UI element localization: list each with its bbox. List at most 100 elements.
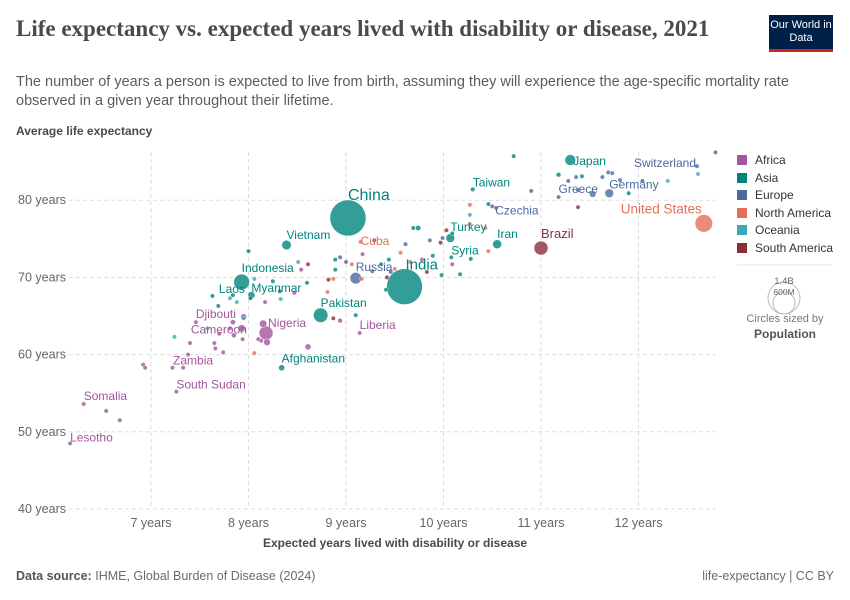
data-point[interactable] [626,190,632,196]
data-point-vietnam[interactable] [281,240,292,250]
data-point[interactable] [326,277,331,283]
data-point-pakistan[interactable] [313,307,329,323]
data-point[interactable] [388,269,394,275]
data-source-text[interactable]: IHME, Global Burden of Disease (2024) [95,569,316,583]
data-point-china[interactable] [329,199,367,237]
data-point-cameroon[interactable] [231,332,237,338]
data-point[interactable] [291,290,297,296]
data-point[interactable] [444,227,449,233]
data-point[interactable] [573,174,579,180]
data-point[interactable] [295,259,301,265]
data-point[interactable] [230,319,236,325]
data-point[interactable] [439,272,444,278]
data-point[interactable] [565,178,571,184]
data-point[interactable] [695,171,701,177]
data-point[interactable] [467,212,473,218]
data-point[interactable] [248,295,253,301]
data-point[interactable] [430,253,436,259]
data-point-liberia[interactable] [357,330,363,336]
legend-item-europe[interactable]: Europe [737,188,794,202]
data-point[interactable] [343,259,349,265]
data-point[interactable] [589,190,597,198]
data-point[interactable] [332,267,338,273]
data-point[interactable] [511,153,517,159]
data-point[interactable] [251,276,257,282]
legend-item-asia[interactable]: Asia [737,171,778,185]
data-point[interactable] [259,319,268,328]
data-point[interactable] [449,261,455,267]
data-point-zambia[interactable] [185,352,191,357]
data-point[interactable] [360,251,365,257]
data-point[interactable] [424,269,430,275]
data-point[interactable] [528,188,534,194]
data-point[interactable] [234,299,240,305]
data-point[interactable] [579,173,585,179]
data-point[interactable] [325,289,330,295]
data-point[interactable] [485,201,491,207]
data-point[interactable] [457,271,463,277]
data-point[interactable] [330,315,336,321]
data-point[interactable] [605,170,611,175]
data-point[interactable] [378,261,384,267]
data-point[interactable] [258,338,264,344]
data-point[interactable] [353,312,359,318]
data-point[interactable] [304,343,312,351]
data-point[interactable] [170,365,175,371]
data-point[interactable] [449,230,455,236]
data-point[interactable] [609,170,615,176]
data-point[interactable] [240,336,246,342]
data-point[interactable] [427,237,433,243]
data-point[interactable] [467,221,473,227]
data-point[interactable] [415,225,421,231]
data-point[interactable] [371,237,377,243]
data-point[interactable] [241,315,247,321]
legend-item-south-america[interactable]: South America [737,241,833,255]
data-point[interactable] [298,267,304,273]
data-point-brazil[interactable] [533,240,549,256]
data-point[interactable] [278,296,284,302]
data-point[interactable] [227,295,233,301]
data-point[interactable] [227,325,233,331]
data-point[interactable] [483,225,488,231]
data-point[interactable] [665,178,671,184]
data-point[interactable] [485,248,491,254]
data-point[interactable] [600,174,605,180]
data-point[interactable] [419,257,425,263]
data-point[interactable] [337,318,343,324]
data-point[interactable] [575,187,581,193]
data-point[interactable] [392,266,398,272]
data-point[interactable] [277,288,283,294]
data-point[interactable] [330,276,336,282]
data-point[interactable] [103,408,109,414]
data-point[interactable] [467,202,473,208]
data-point[interactable] [468,256,474,262]
data-point[interactable] [142,365,148,371]
data-point-somalia[interactable] [81,401,87,407]
data-point[interactable] [713,149,718,155]
data-point[interactable] [398,250,403,256]
data-point-greece[interactable] [556,194,561,200]
footer-license[interactable]: life-expectancy | CC BY [702,569,834,583]
data-point[interactable] [117,417,123,423]
legend-item-north-america[interactable]: North America [737,206,831,220]
data-point[interactable] [215,303,221,309]
data-point-cuba[interactable] [358,239,364,245]
legend-item-oceania[interactable]: Oceania [737,223,800,237]
data-point[interactable] [440,235,445,241]
data-point[interactable] [640,178,645,184]
data-point[interactable] [332,257,338,263]
data-point[interactable] [246,248,251,254]
data-point[interactable] [262,299,268,305]
legend-item-africa[interactable]: Africa [737,153,786,167]
data-point-united-states[interactable] [694,214,713,233]
data-point[interactable] [263,338,271,346]
data-point[interactable] [575,204,581,210]
data-point-syria[interactable] [448,254,454,260]
data-point-laos[interactable] [230,292,236,298]
data-point[interactable] [493,205,499,211]
data-point[interactable] [407,259,413,265]
data-point[interactable] [210,293,215,299]
data-point[interactable] [438,240,443,246]
data-point[interactable] [237,324,246,333]
data-point[interactable] [369,268,375,274]
